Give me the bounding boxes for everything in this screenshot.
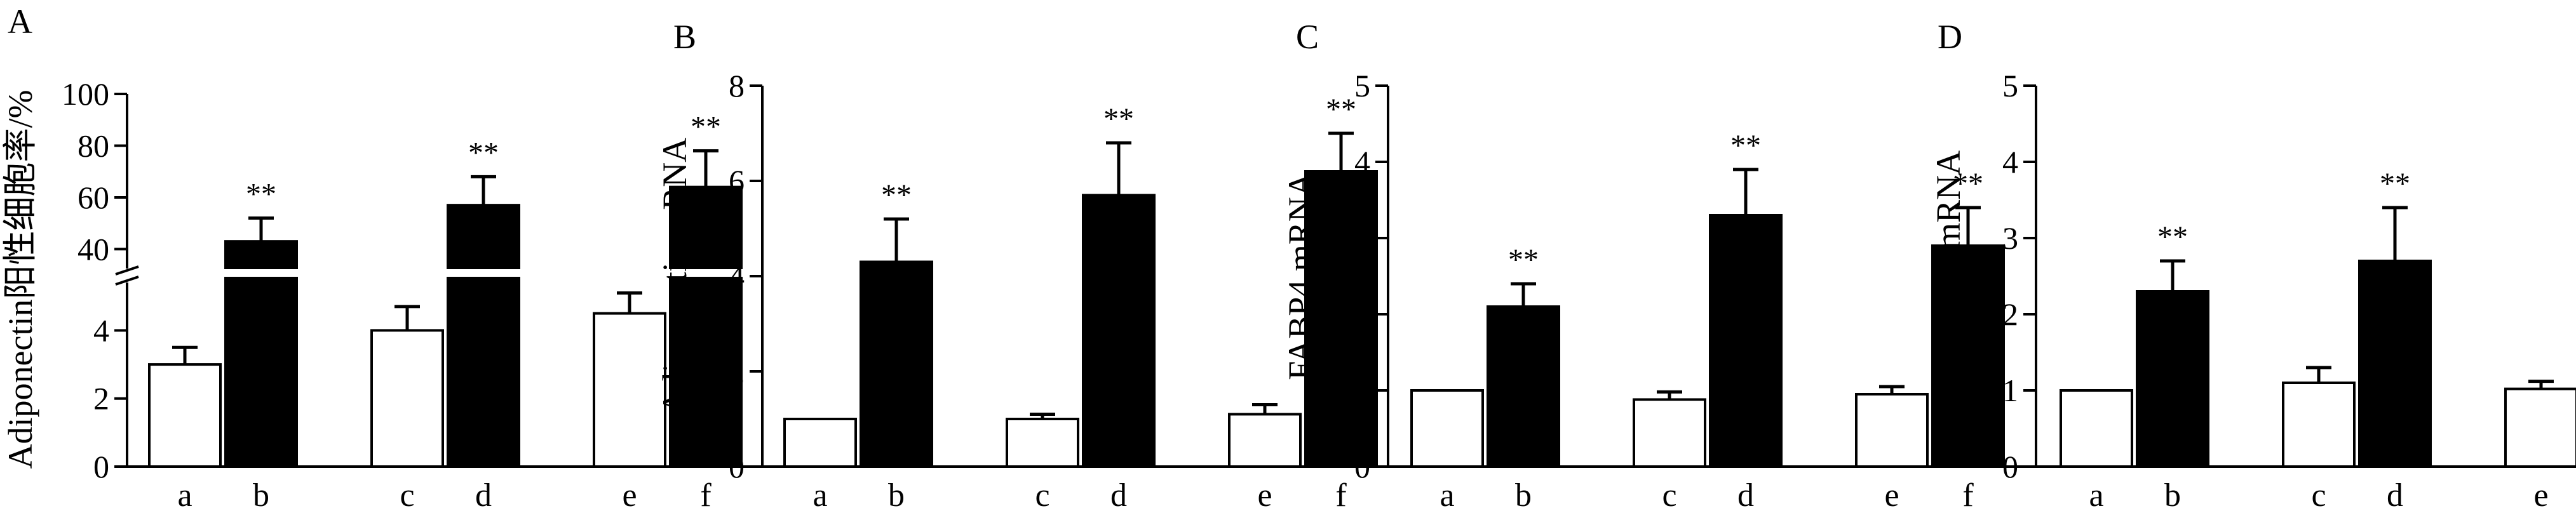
bar xyxy=(148,363,222,468)
bar xyxy=(2282,382,2356,468)
x-tick-label: b xyxy=(888,477,905,514)
y-tick-label: 2 xyxy=(93,381,109,416)
x-tick-label: b xyxy=(253,477,269,514)
bar xyxy=(669,185,743,468)
y-tick-label: 80 xyxy=(78,128,109,163)
x-tick-label: e xyxy=(2533,477,2548,514)
y-tick-label: 3 xyxy=(2002,220,2018,256)
bar xyxy=(2060,389,2133,468)
y-axis-label: FABP4 mRNA xyxy=(1281,172,1319,380)
x-tick-label: e xyxy=(622,477,637,514)
significance-marker: ** xyxy=(246,178,276,211)
x-tick-label: b xyxy=(2164,477,2181,514)
x-tick-label: e xyxy=(1884,477,1899,514)
y-tick-label: 8 xyxy=(729,68,745,103)
bar xyxy=(1082,194,1156,468)
y-tick-label: 1 xyxy=(2002,373,2018,408)
y-tick-label: 5 xyxy=(1354,68,1370,103)
x-tick-label: d xyxy=(475,477,492,514)
significance-marker: ** xyxy=(1508,243,1539,277)
bar xyxy=(447,204,520,468)
x-tick-label: b xyxy=(1515,477,1532,514)
panel-letter-b: B xyxy=(673,18,696,56)
x-tick-label: c xyxy=(1035,477,1049,514)
x-tick-label: d xyxy=(2387,477,2403,514)
significance-marker: ** xyxy=(1326,93,1356,126)
significance-marker: ** xyxy=(691,110,721,144)
bar xyxy=(1410,389,1484,468)
bar xyxy=(2504,387,2576,468)
y-tick-label: 2 xyxy=(2002,296,2018,332)
x-tick-label: a xyxy=(2089,477,2103,514)
bar xyxy=(860,260,933,468)
significance-marker: ** xyxy=(2380,167,2410,201)
significance-marker: ** xyxy=(2157,220,2188,254)
bar xyxy=(593,312,666,468)
y-tick-label: 60 xyxy=(78,180,109,215)
bar-break-gap xyxy=(447,269,520,277)
y-axis-label: Perilipin 1 mRNA xyxy=(1929,150,1967,402)
x-tick-label: f xyxy=(700,477,711,514)
bar xyxy=(1633,398,1706,469)
bar-break-gap xyxy=(669,269,743,277)
x-tick-label: e xyxy=(1257,477,1272,514)
y-tick-label: 4 xyxy=(729,258,745,294)
panel-letter-a: A xyxy=(8,3,32,41)
y-tick-label: 4 xyxy=(1354,144,1370,180)
significance-marker: ** xyxy=(1103,102,1134,136)
bar xyxy=(1931,244,2005,468)
y-tick-label: 0 xyxy=(729,449,745,484)
x-tick-label: c xyxy=(400,477,414,514)
panel-letter-c: C xyxy=(1296,18,1319,56)
bar xyxy=(1006,418,1079,468)
bar xyxy=(2358,260,2432,468)
x-tick-label: a xyxy=(177,477,192,514)
bar xyxy=(1855,393,1929,468)
bar xyxy=(1304,170,1378,468)
x-tick-label: c xyxy=(2311,477,2326,514)
bar xyxy=(1487,305,1560,468)
y-tick-label: 2 xyxy=(729,354,745,389)
y-axis-label: Adiponectin mRNA xyxy=(656,138,694,415)
y-tick-label: 4 xyxy=(2002,144,2018,180)
axis-break-mark xyxy=(115,265,139,276)
bar xyxy=(1228,413,1302,468)
y-tick-label: 2 xyxy=(1354,296,1370,332)
significance-marker: ** xyxy=(1953,167,1983,201)
y-tick-label: 6 xyxy=(729,163,745,199)
significance-marker: ** xyxy=(1730,129,1761,163)
bar xyxy=(1709,214,1783,468)
x-tick-label: f xyxy=(1962,477,1974,514)
bar-break-gap xyxy=(224,269,298,277)
x-tick-label: f xyxy=(1335,477,1347,514)
y-axis-label: Adiponectin阳性细胞率/% xyxy=(1,90,39,469)
x-tick-label: d xyxy=(1737,477,1754,514)
panel-letter-d: D xyxy=(1938,18,1962,56)
bar xyxy=(224,240,298,468)
y-tick-label: 0 xyxy=(1354,449,1370,484)
bar xyxy=(783,418,857,468)
axis-break-mark xyxy=(115,276,139,286)
y-tick-label: 5 xyxy=(2002,68,2018,103)
y-tick-label: 0 xyxy=(93,449,109,484)
x-tick-label: c xyxy=(1662,477,1676,514)
y-tick-label: 1 xyxy=(1354,373,1370,408)
bar xyxy=(2136,290,2209,468)
significance-marker: ** xyxy=(468,136,499,169)
y-tick-label: 4 xyxy=(93,312,109,348)
y-tick-label: 100 xyxy=(62,76,109,112)
x-tick-label: a xyxy=(813,477,827,514)
y-tick-label: 0 xyxy=(2002,449,2018,484)
y-tick-label: 40 xyxy=(78,231,109,267)
x-tick-label: d xyxy=(1110,477,1127,514)
x-tick-label: a xyxy=(1440,477,1454,514)
y-tick-label: 3 xyxy=(1354,220,1370,256)
significance-marker: ** xyxy=(881,178,912,212)
bar xyxy=(370,329,444,468)
